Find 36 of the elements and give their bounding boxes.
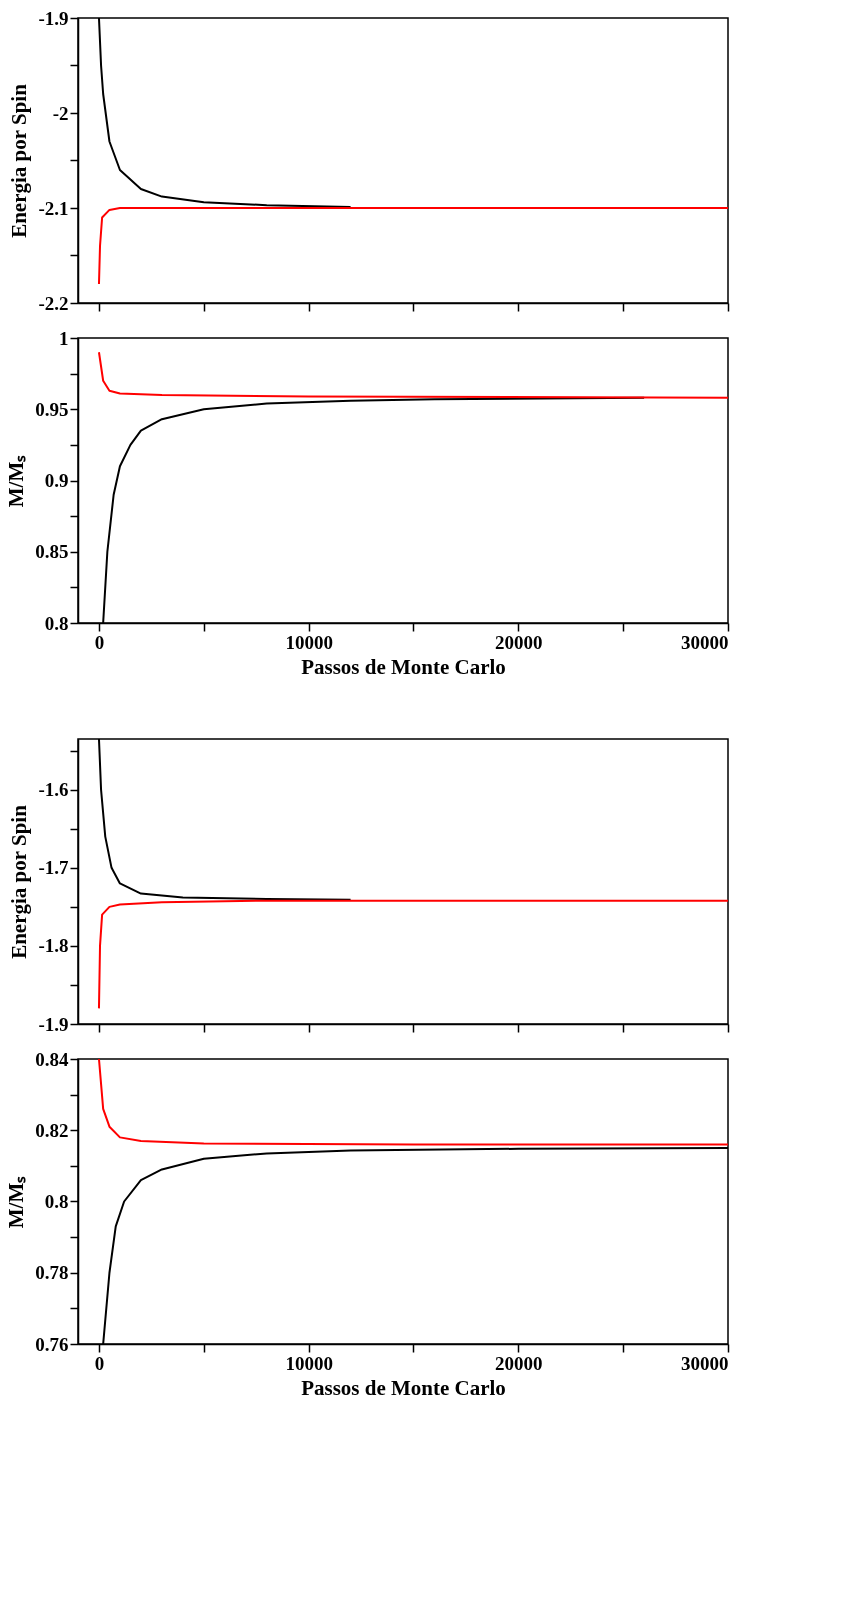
y-axis-title: M/Mₛ — [4, 1175, 29, 1229]
y-tick-label: 0.82 — [35, 1119, 69, 1141]
x-tick-label: 10000 — [285, 631, 333, 653]
line-series — [97, 899, 728, 1010]
line-series — [97, 1059, 728, 1146]
y-tick-label: 0.85 — [35, 541, 69, 563]
line-series — [97, 351, 728, 399]
y-tick-label: -1.8 — [38, 935, 69, 957]
y-tick-label: -1.6 — [38, 779, 69, 801]
x-tick-label: 30000 — [681, 1352, 729, 1374]
x-axis-title: Passos de Monte Carlo — [301, 654, 506, 679]
x-tick-label: 20000 — [495, 631, 543, 653]
y-tick-label: 0.78 — [35, 1262, 69, 1284]
y-axis-title: M/Mₛ — [4, 454, 29, 508]
y-tick-label: 0.8 — [44, 1191, 69, 1212]
y-tick-label: -1.7 — [38, 857, 69, 879]
y-axis-title: Energia por Spin — [7, 83, 32, 238]
y-tick-label: 0.84 — [35, 1048, 69, 1070]
y-tick-label: 0.8 — [44, 612, 69, 634]
x-tick-label: 0 — [94, 1352, 105, 1374]
y-tick-label: 0.76 — [35, 1333, 69, 1355]
x-axis-title: Passos de Monte Carlo — [301, 1375, 506, 1400]
x-tick-label: 20000 — [495, 1352, 543, 1374]
y-tick-label: 0.9 — [44, 470, 69, 491]
x-tick-label: 0 — [94, 631, 105, 653]
x-tick-label: 10000 — [285, 1352, 333, 1374]
y-tick-label: -2.2 — [38, 292, 69, 314]
y-tick-label: -1.9 — [38, 7, 69, 29]
y-axis-title: Energia por Spin — [7, 804, 32, 959]
y-tick-label: -1.9 — [38, 1013, 69, 1035]
y-tick-label: -2 — [52, 102, 69, 124]
y-tick-label: 0.95 — [35, 398, 69, 420]
x-tick-label: 30000 — [681, 631, 729, 653]
line-series — [97, 207, 728, 285]
y-tick-label: 1 — [59, 327, 69, 349]
y-tick-label: -2.1 — [38, 197, 69, 219]
